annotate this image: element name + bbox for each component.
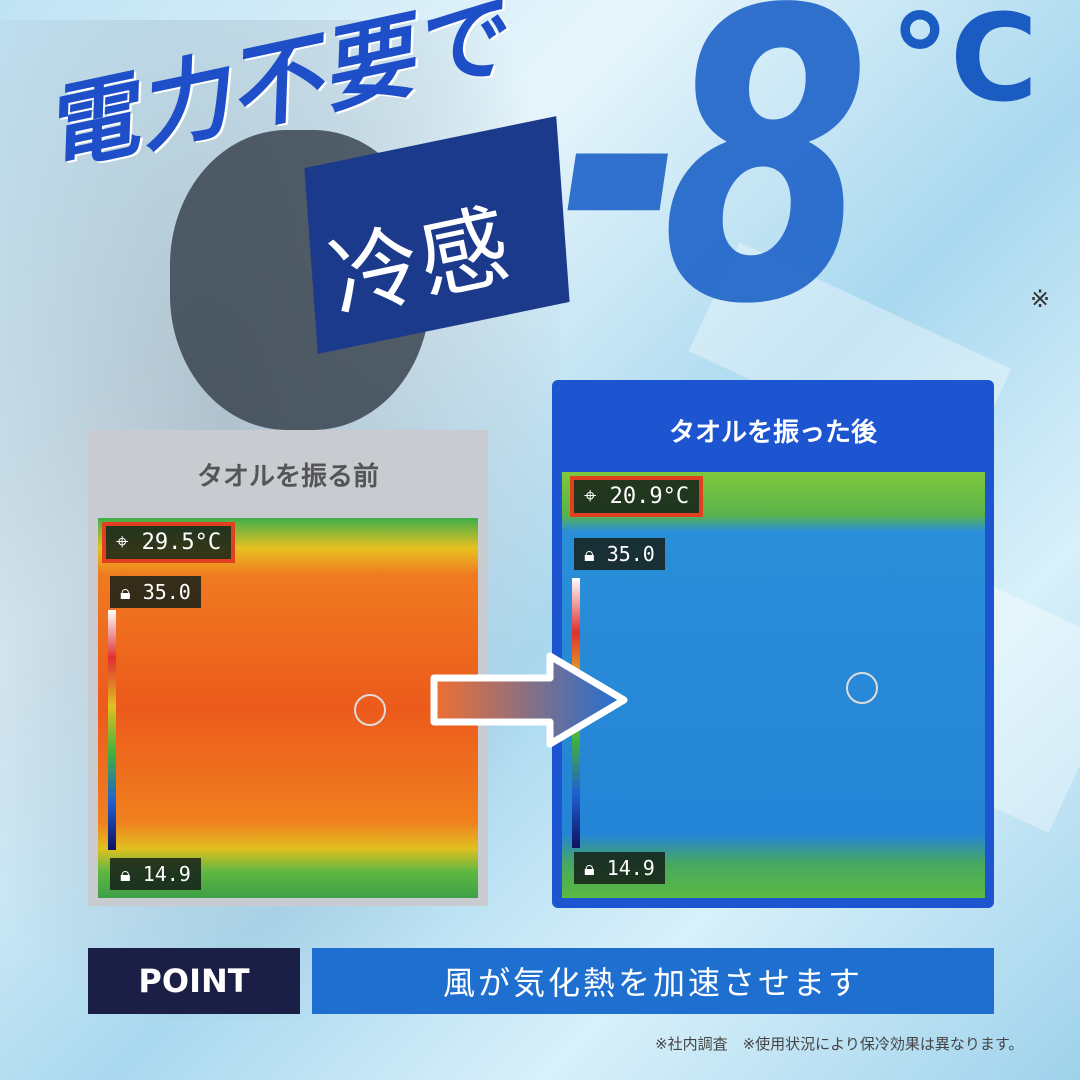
lock-icon: 🔒︎ [584, 856, 607, 880]
temp-drop-value: -8 [560, 0, 871, 392]
color-scale [108, 610, 116, 850]
lock-icon: 🔒︎ [584, 542, 607, 566]
after-min: 🔒︎ 14.9 [574, 852, 665, 884]
crosshair-icon: ⌖ [584, 484, 610, 509]
point-text: 風が気化熱を加速させます [312, 948, 994, 1014]
footnote: ※社内調査 ※使用状況により保冷効果は異なります。 [655, 1035, 1024, 1053]
lock-icon: 🔒︎ [120, 862, 143, 886]
after-title: タオルを振った後 [668, 418, 877, 448]
temp-unit: °C [890, 0, 1039, 129]
before-min: 🔒︎ 14.9 [110, 858, 201, 890]
target-circle [846, 672, 878, 704]
before-max: 🔒︎ 35.0 [110, 576, 201, 608]
after-spot-temp: ⌖ 20.9°C [570, 476, 704, 517]
arrow-right-icon [430, 652, 628, 748]
crosshair-icon: ⌖ [116, 530, 142, 555]
before-thermal-image: ⌖ 29.5°C 🔒︎ 35.0 🔒︎ 14.9 [98, 518, 478, 898]
before-spot-temp: ⌖ 29.5°C [102, 522, 236, 563]
note-mark: ※ [1030, 285, 1051, 313]
before-title: タオルを振る前 [196, 462, 379, 492]
target-circle [354, 694, 386, 726]
lock-icon: 🔒︎ [120, 580, 143, 604]
after-max: 🔒︎ 35.0 [574, 538, 665, 570]
after-panel: タオルを振った後 ⌖ 20.9°C 🔒︎ 35.0 🔒︎ 14.9 [552, 380, 994, 908]
before-panel: タオルを振る前 ⌖ 29.5°C 🔒︎ 35.0 🔒︎ 14.9 [88, 430, 488, 906]
point-label: POINT [88, 948, 300, 1014]
